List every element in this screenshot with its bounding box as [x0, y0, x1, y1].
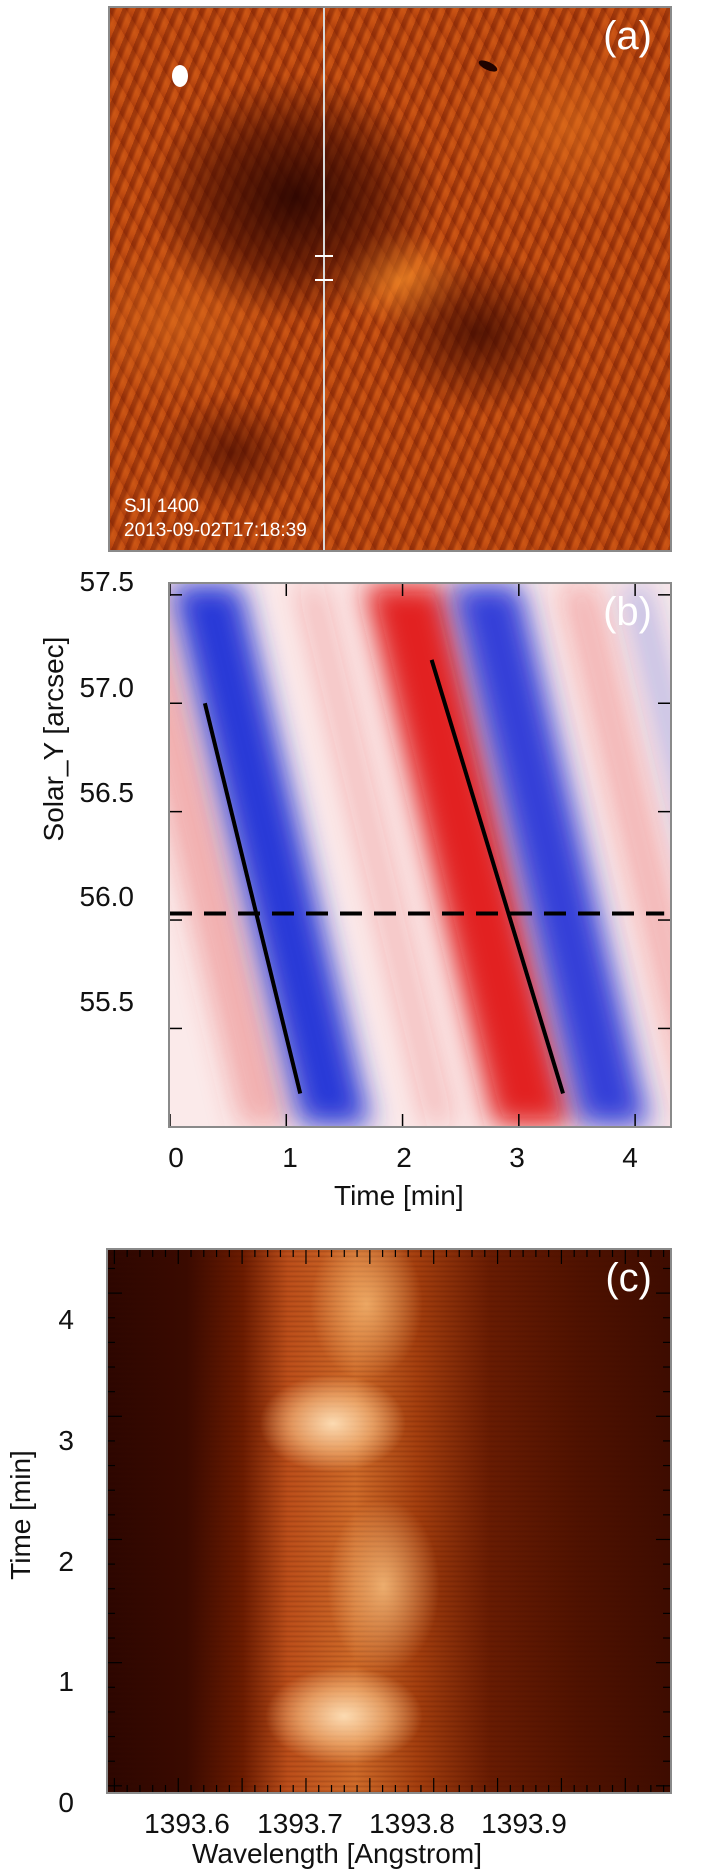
x-axis-title: Wavelength [Angstrom] — [192, 1838, 482, 1869]
x-tick-label: 1393.7 — [257, 1808, 343, 1839]
y-tick-label: 57.5 — [79, 566, 135, 597]
y-axis-title: Time [min] — [5, 1450, 36, 1580]
x-tick-label: 0 — [168, 1142, 184, 1173]
slit-overlay — [172, 8, 498, 550]
y-axis-title: Solar_Y [arcsec] — [38, 636, 69, 842]
x-tick-label: 1393.6 — [144, 1808, 230, 1839]
y-tick-label: 56.5 — [79, 777, 135, 808]
doppler-map-plot — [170, 584, 670, 1126]
doppler-band — [363, 584, 574, 1126]
doppler-band — [170, 621, 292, 1126]
panel-label-c: (c) — [605, 1256, 652, 1300]
x-tick-label: 3 — [509, 1142, 525, 1173]
doppler-band — [449, 584, 650, 1126]
instrument-label: SJI 1400 — [124, 496, 199, 517]
y-tick-label: 0 — [58, 1787, 74, 1818]
panel-label-a: (a) — [603, 14, 652, 58]
spectrum-panel: (c) — [106, 1248, 672, 1794]
y-tick-label: 55.5 — [79, 986, 135, 1017]
spectrum-ticks — [108, 1250, 670, 1792]
y-tick-label: 4 — [58, 1304, 74, 1335]
propagation-fit-line — [429, 659, 565, 1095]
panel-label-b: (b) — [603, 590, 652, 634]
x-axis-title: Time [min] — [334, 1180, 464, 1211]
x-tick-label: 1 — [282, 1142, 298, 1173]
y-tick-label: 56.0 — [79, 881, 135, 912]
dark-speck — [478, 60, 498, 72]
y-tick-label: 57.0 — [79, 672, 135, 703]
x-tick-label: 2 — [396, 1142, 412, 1173]
x-tick-label: 1393.9 — [481, 1808, 567, 1839]
y-tick-label: 1 — [58, 1666, 74, 1697]
x-tick-label: 1393.8 — [369, 1808, 455, 1839]
x-tick-label: 4 — [622, 1142, 638, 1173]
doppler-band — [295, 584, 455, 1126]
doppler-map-panel: (b) — [168, 582, 672, 1128]
sji-image-panel: (a) SJI 1400 2013-09-02T17:18:39 — [108, 6, 672, 552]
y-tick-label: 3 — [58, 1425, 74, 1456]
bright-point — [172, 65, 188, 87]
doppler-band — [170, 584, 371, 1126]
timestamp-label: 2013-09-02T17:18:39 — [124, 520, 307, 541]
y-tick-label: 2 — [58, 1546, 74, 1577]
propagation-fit-line — [202, 702, 303, 1094]
